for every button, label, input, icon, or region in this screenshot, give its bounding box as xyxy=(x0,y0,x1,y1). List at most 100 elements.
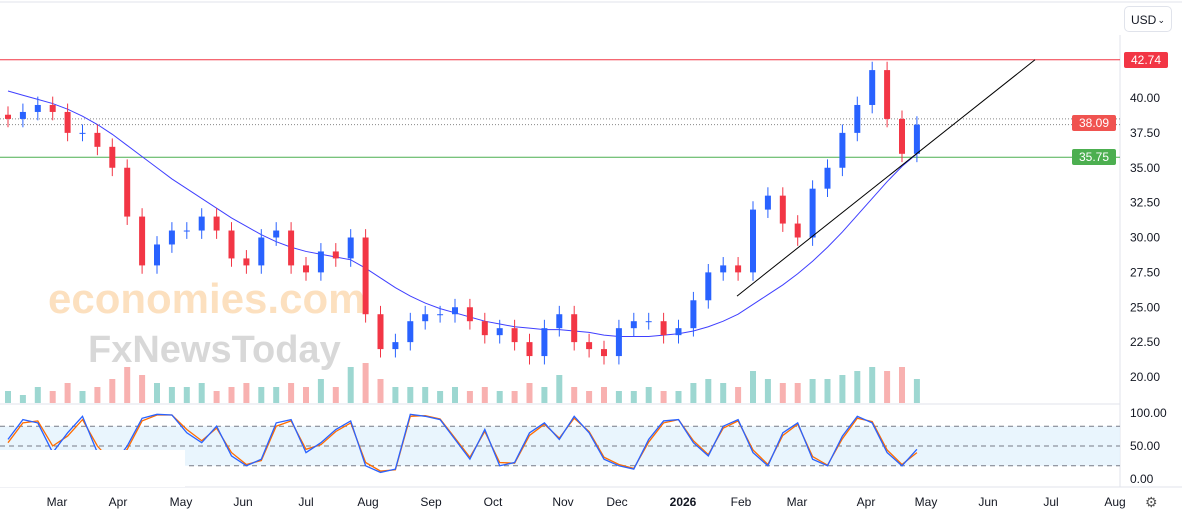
volume-bar xyxy=(705,379,712,403)
candle-body xyxy=(392,342,399,350)
volume-bar xyxy=(571,387,578,403)
volume-bar xyxy=(362,363,369,403)
volume-bar xyxy=(332,387,339,403)
volume-bar xyxy=(526,383,533,403)
candle-body xyxy=(19,111,26,119)
candle-body xyxy=(764,195,771,210)
volume-bar xyxy=(109,379,116,403)
candle-body xyxy=(615,328,622,357)
volume-bar xyxy=(273,387,280,403)
candle-body xyxy=(779,195,786,224)
candle-body xyxy=(586,342,593,350)
candle-body xyxy=(630,321,637,329)
price-tick-label: 35.00 xyxy=(1130,161,1160,175)
volume-bar xyxy=(750,371,756,403)
volume-bar xyxy=(5,391,11,403)
volume-bar xyxy=(422,387,429,403)
candle-body xyxy=(139,216,146,266)
volume-bar xyxy=(452,387,458,403)
candle-body xyxy=(541,328,548,357)
price-tick-label: 32.50 xyxy=(1130,196,1160,210)
time-axis-label: Dec xyxy=(606,495,627,509)
time-axis-label: Aug xyxy=(1104,495,1125,509)
candle-body xyxy=(109,146,116,168)
stoch-tick-label: 0.00 xyxy=(1130,472,1154,486)
candle-body xyxy=(362,237,369,315)
price-tick-label: 30.00 xyxy=(1130,231,1160,245)
price-tick-label: 22.50 xyxy=(1130,335,1160,349)
candle-body xyxy=(675,328,682,336)
candle-body xyxy=(317,251,324,273)
volume-bar xyxy=(839,375,846,403)
time-axis-label: May xyxy=(915,495,938,509)
price-tick-label: 40.00 xyxy=(1130,91,1160,105)
volume-bar xyxy=(377,379,384,403)
candle-body xyxy=(94,132,101,147)
volume-bar xyxy=(437,391,444,403)
candle-body xyxy=(854,104,861,133)
price-tick-label: 37.50 xyxy=(1130,126,1160,140)
support-price-tag: 35.75 xyxy=(1072,149,1116,165)
candle-body xyxy=(228,230,235,259)
candle-body xyxy=(422,314,429,322)
candle-body xyxy=(79,132,86,134)
currency-label: USD xyxy=(1131,13,1157,27)
time-axis-label: Sep xyxy=(420,495,442,509)
candle-body xyxy=(332,251,339,259)
volume-bar xyxy=(809,379,816,403)
volume-bar xyxy=(139,375,146,403)
volume-bar xyxy=(94,387,101,403)
volume-bar xyxy=(466,391,473,403)
candle-body xyxy=(347,237,354,259)
volume-bar xyxy=(303,387,309,403)
volume-bar xyxy=(64,383,71,403)
time-axis-label: Apr xyxy=(857,495,876,509)
time-axis-label: Aug xyxy=(357,495,378,509)
candle-body xyxy=(496,328,503,336)
candle-body xyxy=(34,104,41,112)
price-tick-label: 25.00 xyxy=(1130,300,1160,314)
candle-body xyxy=(511,328,518,343)
candle-body xyxy=(198,216,205,231)
time-axis-label: Jul xyxy=(1043,495,1058,509)
volume-bar xyxy=(645,387,652,403)
currency-selector[interactable]: USD ⌄ xyxy=(1124,6,1172,32)
candle-body xyxy=(913,124,920,154)
time-axis-label: Mar xyxy=(787,495,808,509)
time-axis-label: Nov xyxy=(552,495,573,509)
price-tick-label: 27.50 xyxy=(1130,265,1160,279)
candle-body xyxy=(407,321,414,343)
candle-body xyxy=(556,314,563,329)
volume-bar xyxy=(496,391,503,403)
candle-body xyxy=(794,223,801,238)
volume-bar xyxy=(213,391,220,403)
candle-body xyxy=(154,244,160,266)
candle-body xyxy=(64,111,71,133)
volume-bar xyxy=(79,391,86,403)
settings-gear-icon[interactable]: ⚙ xyxy=(1145,494,1158,510)
time-axis-label: Mar xyxy=(47,495,68,509)
candle-body xyxy=(303,265,309,273)
candle-body xyxy=(273,230,280,238)
volume-bar xyxy=(720,383,727,403)
volume-bar xyxy=(288,383,295,403)
volume-bar xyxy=(243,383,250,403)
volume-bar xyxy=(258,387,265,403)
candle-body xyxy=(645,321,652,323)
volume-bar xyxy=(586,391,593,403)
volume-bar xyxy=(690,383,697,403)
volume-bar xyxy=(884,371,891,403)
candle-body xyxy=(49,104,56,112)
volume-bar xyxy=(869,367,876,403)
candle-body xyxy=(809,188,816,238)
candle-body xyxy=(168,230,175,245)
moving-average-line xyxy=(7,90,918,338)
candle-body xyxy=(690,300,697,329)
candle-body xyxy=(571,314,578,343)
candle-body xyxy=(288,230,295,266)
stoch-tick-label: 50.00 xyxy=(1130,439,1160,453)
volume-bar xyxy=(735,387,742,403)
volume-bar xyxy=(630,391,637,403)
